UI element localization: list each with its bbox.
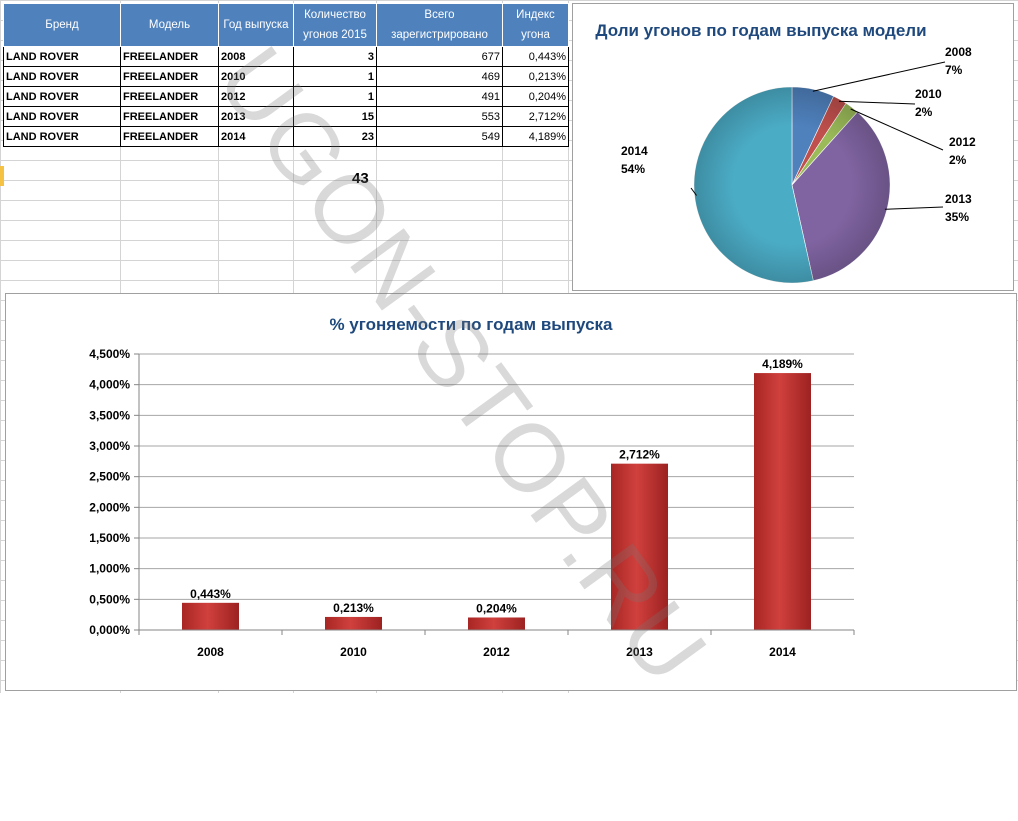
header-registered[interactable]: Всего зарегистрировано bbox=[376, 3, 503, 47]
x-tick-label: 2010 bbox=[340, 645, 367, 659]
cell-model[interactable]: FREELANDER bbox=[120, 86, 219, 107]
pie-leader-line bbox=[690, 187, 697, 196]
cell-year[interactable]: 2010 bbox=[218, 66, 294, 87]
y-tick-label: 1,500% bbox=[89, 531, 130, 545]
header-brand[interactable]: Бренд bbox=[3, 3, 121, 47]
y-tick-label: 2,000% bbox=[89, 500, 130, 514]
cell-thefts[interactable]: 3 bbox=[293, 46, 377, 67]
cell-thefts[interactable]: 23 bbox=[293, 126, 377, 147]
cell-model[interactable]: FREELANDER bbox=[120, 106, 219, 127]
cell-year[interactable]: 2008 bbox=[218, 46, 294, 67]
cell-registered[interactable]: 469 bbox=[376, 66, 503, 87]
y-tick-label: 3,000% bbox=[89, 439, 130, 453]
header-index[interactable]: Индекс угона bbox=[502, 3, 569, 47]
x-tick-label: 2014 bbox=[769, 645, 796, 659]
cell-index[interactable]: 0,443% bbox=[502, 46, 569, 67]
x-tick-label: 2012 bbox=[483, 645, 510, 659]
cell-index[interactable]: 4,189% bbox=[502, 126, 569, 147]
cell-year[interactable]: 2013 bbox=[218, 106, 294, 127]
cell-index[interactable]: 0,204% bbox=[502, 86, 569, 107]
cell-registered[interactable]: 549 bbox=[376, 126, 503, 147]
pie-label-percent: 7% bbox=[945, 63, 963, 77]
cell-brand[interactable]: LAND ROVER bbox=[3, 66, 121, 87]
table-row[interactable]: LAND ROVER FREELANDER 2012 1 491 0,204% bbox=[3, 86, 569, 107]
y-tick-label: 0,000% bbox=[89, 623, 130, 637]
total-thefts-cell[interactable]: 43 bbox=[352, 170, 369, 187]
bar-chart-canvas: 0,443% 0,213% 0,204% 2,712% 4,189% 0,000% 0,5… bbox=[89, 347, 855, 659]
bar-chart-title: % угоняемости по годам выпуска bbox=[329, 315, 613, 334]
pie-label-category: 2013 bbox=[945, 192, 972, 206]
y-tick-label: 0,500% bbox=[89, 592, 130, 606]
bar-2012[interactable] bbox=[468, 617, 525, 630]
pie-label-percent: 2% bbox=[915, 105, 933, 119]
cell-registered[interactable]: 491 bbox=[376, 86, 503, 107]
pie-label-category: 2008 bbox=[945, 45, 972, 59]
cell-model[interactable]: FREELANDER bbox=[120, 66, 219, 87]
y-tick-label: 3,500% bbox=[89, 408, 130, 422]
cell-year[interactable]: 2012 bbox=[218, 86, 294, 107]
header-thefts[interactable]: Количество угонов 2015 bbox=[293, 3, 377, 47]
bar-2008[interactable] bbox=[182, 602, 239, 630]
header-model[interactable]: Модель bbox=[120, 3, 219, 47]
cell-thefts[interactable]: 15 bbox=[293, 106, 377, 127]
cell-index[interactable]: 0,213% bbox=[502, 66, 569, 87]
cell-year[interactable]: 2014 bbox=[218, 126, 294, 147]
cell-registered[interactable]: 553 bbox=[376, 106, 503, 127]
active-row-marker bbox=[0, 166, 4, 186]
pie-leader-line bbox=[812, 61, 946, 92]
pie-label-category: 2014 bbox=[621, 144, 648, 158]
pie-label-percent: 2% bbox=[949, 153, 967, 167]
pie-label-category: 2012 bbox=[949, 135, 976, 149]
cell-index[interactable]: 2,712% bbox=[502, 106, 569, 127]
table-row[interactable]: LAND ROVER FREELANDER 2010 1 469 0,213% bbox=[3, 66, 569, 87]
bar-data-label: 0,213% bbox=[333, 601, 374, 615]
cell-brand[interactable]: LAND ROVER bbox=[3, 126, 121, 147]
pie-leader-line bbox=[884, 206, 944, 210]
cell-registered[interactable]: 677 bbox=[376, 46, 503, 67]
pie-chart[interactable]: Доли угонов по годам выпуска модели 2008… bbox=[572, 3, 1014, 291]
bar-data-label: 0,204% bbox=[476, 601, 517, 615]
cell-brand[interactable]: LAND ROVER bbox=[3, 106, 121, 127]
y-tick-label: 4,500% bbox=[89, 347, 130, 361]
table-row[interactable]: LAND ROVER FREELANDER 2013 15 553 2,712% bbox=[3, 106, 569, 127]
header-year[interactable]: Год выпуска bbox=[218, 3, 294, 47]
cell-brand[interactable]: LAND ROVER bbox=[3, 86, 121, 107]
y-tick-label: 1,000% bbox=[89, 562, 130, 576]
cell-thefts[interactable]: 1 bbox=[293, 86, 377, 107]
pie-leader-line bbox=[838, 100, 916, 105]
y-tick-label: 4,000% bbox=[89, 378, 130, 392]
bar-2010[interactable] bbox=[325, 616, 382, 630]
data-table[interactable]: Бренд Модель Год выпуска Количество угон… bbox=[3, 3, 569, 147]
pie-shading bbox=[694, 87, 890, 283]
bar-data-label: 0,443% bbox=[190, 587, 231, 601]
cell-model[interactable]: FREELANDER bbox=[120, 46, 219, 67]
pie-label-percent: 35% bbox=[945, 210, 969, 224]
table-row[interactable]: LAND ROVER FREELANDER 2008 3 677 0,443% bbox=[3, 46, 569, 67]
pie-label-percent: 54% bbox=[621, 162, 645, 176]
x-tick-label: 2013 bbox=[626, 645, 653, 659]
bar-2014[interactable] bbox=[754, 373, 811, 630]
bar-2013[interactable] bbox=[611, 463, 668, 630]
bar-data-label: 4,189% bbox=[762, 357, 803, 371]
table-header-row: Бренд Модель Год выпуска Количество угон… bbox=[3, 3, 569, 47]
table-row[interactable]: LAND ROVER FREELANDER 2014 23 549 4,189% bbox=[3, 126, 569, 147]
pie-chart-canvas: 2008 7%2010 2% 2012 2% 2013 35% 2014 54% bbox=[621, 45, 976, 284]
bar-data-label: 2,712% bbox=[619, 448, 660, 462]
pie-label-category: 2010 bbox=[915, 87, 942, 101]
y-tick-label: 2,500% bbox=[89, 470, 130, 484]
bar-chart[interactable]: % угоняемости по годам выпуска 0,443% 0,2… bbox=[5, 293, 1017, 691]
pie-leader-line bbox=[850, 108, 944, 151]
cell-thefts[interactable]: 1 bbox=[293, 66, 377, 87]
x-tick-label: 2008 bbox=[197, 645, 224, 659]
cell-model[interactable]: FREELANDER bbox=[120, 126, 219, 147]
cell-brand[interactable]: LAND ROVER bbox=[3, 46, 121, 67]
pie-chart-title: Доли угонов по годам выпуска модели bbox=[595, 21, 927, 40]
